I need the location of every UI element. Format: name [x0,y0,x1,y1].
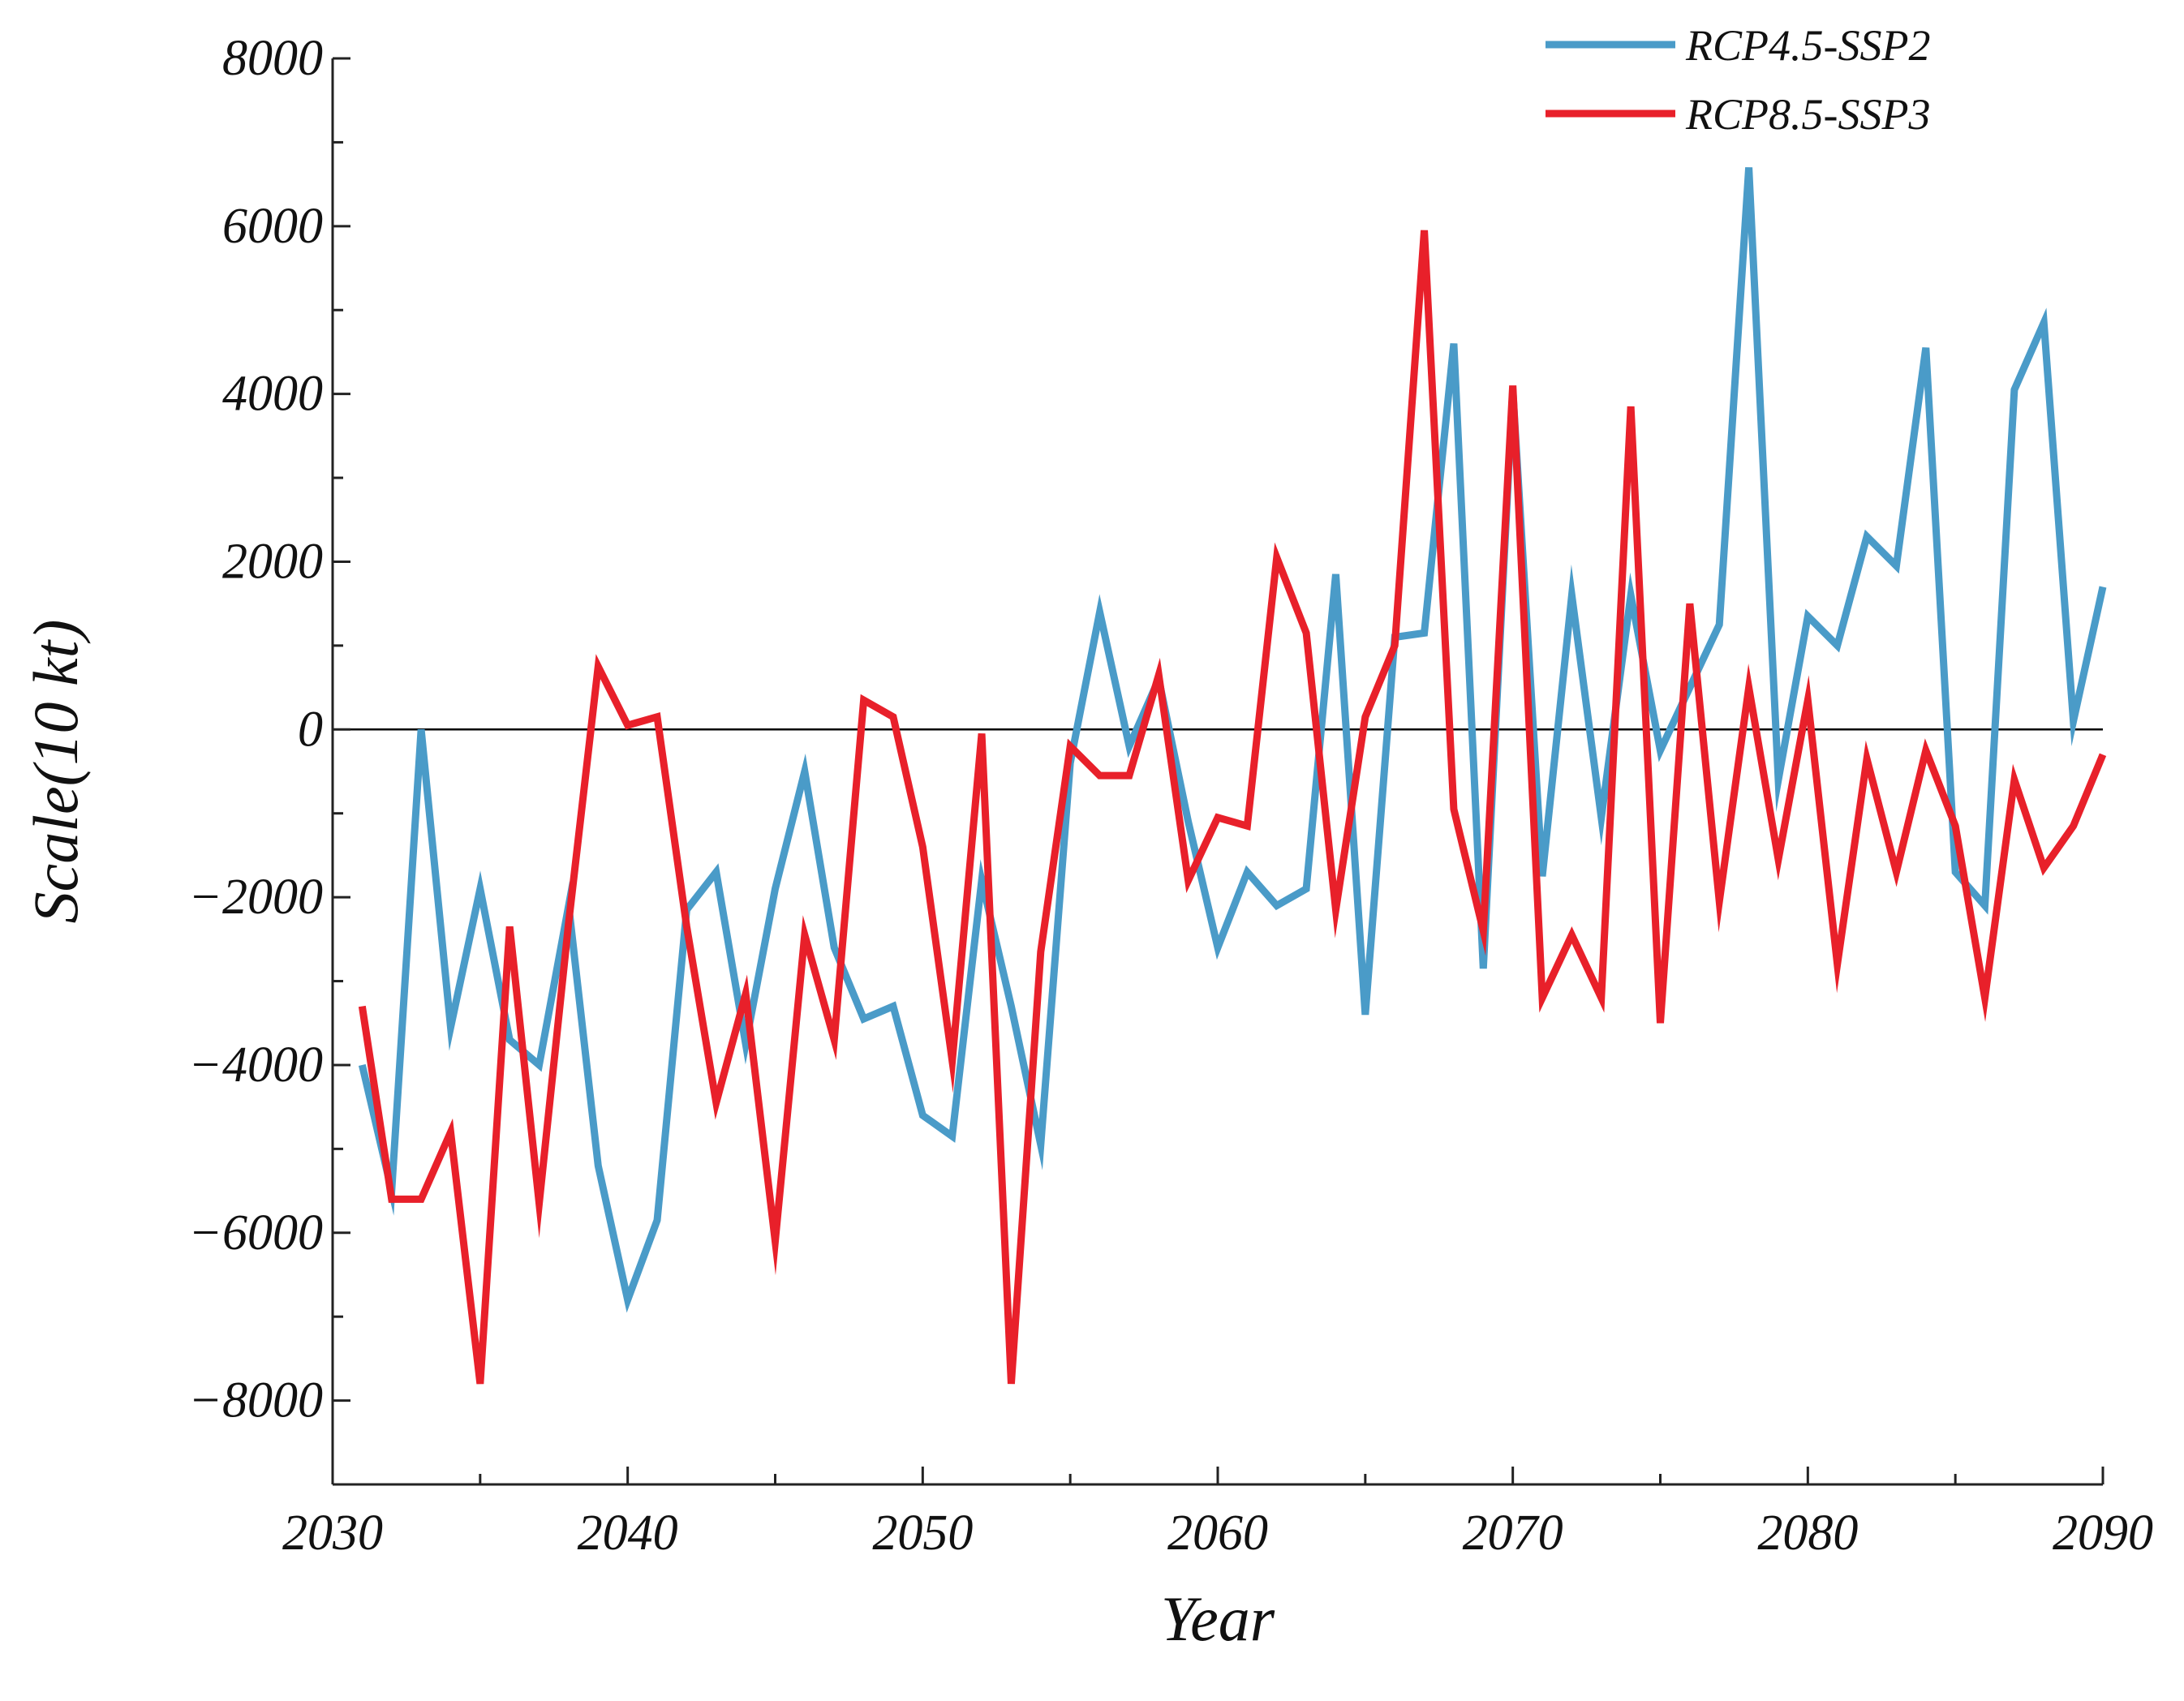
series-layer [358,167,2107,1385]
y-tick-label: 2000 [222,534,323,589]
x-tick-label: 2080 [1757,1506,1858,1561]
y-tick-label: −6000 [188,1205,323,1261]
y-tick-label: 0 [298,702,323,757]
y-axis-title: Scale(10 kt) [20,620,91,924]
series-line-rcp85-ssp3 [358,230,2107,1385]
axes: −8000 −6000 −4000 −2000 0 2000 4000 6000 8000 203… [188,31,2153,1561]
legend-label: RCP8.5-SSP3 [1685,90,1930,139]
legend-label: RCP4.5-SSP2 [1685,21,1930,70]
x-tick-label: 2040 [578,1506,678,1561]
y-tick-label: 8000 [222,31,323,86]
series-line-rcp45-ssp2 [358,167,2107,1313]
x-tick-label: 2030 [282,1506,383,1561]
y-tick-label: 6000 [222,199,323,254]
x-tick-label: 2050 [872,1506,973,1561]
x-tick-label: 2060 [1167,1506,1268,1561]
legend: RCP4.5-SSP2 RCP8.5-SSP3 [1546,21,1930,139]
y-tick-label: −2000 [188,870,323,925]
y-tick-label: −8000 [188,1373,323,1428]
x-tick-label: 2070 [1463,1506,1563,1561]
x-axis-title: Year [1161,1583,1275,1654]
y-tick-label: 4000 [222,367,323,422]
x-tick-label: 2090 [2053,1506,2153,1561]
y-tick-label: −4000 [188,1037,323,1093]
